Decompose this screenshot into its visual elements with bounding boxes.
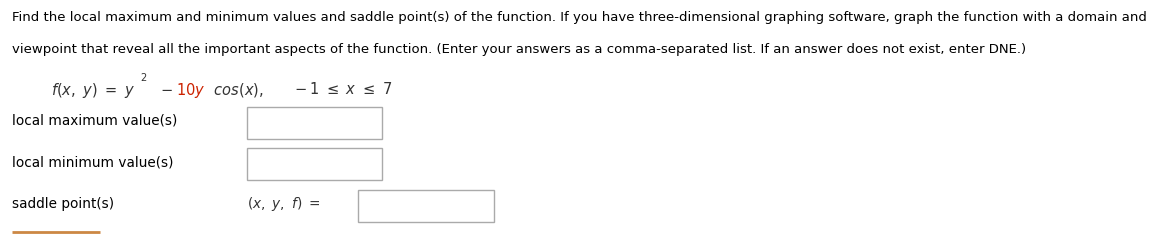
Text: $\mathit{\ -\ }$: $\mathit{\ -\ }$ (153, 81, 173, 96)
Text: $\mathit{(x,\ y,\ f)\ =}$: $\mathit{(x,\ y,\ f)\ =}$ (247, 195, 321, 213)
Text: $\mathit{\ cos(x),}$: $\mathit{\ cos(x),}$ (209, 81, 264, 99)
Text: Find the local maximum and minimum values and saddle point(s) of the function. I: Find the local maximum and minimum value… (12, 11, 1147, 24)
Text: local maximum value(s): local maximum value(s) (12, 114, 177, 128)
Bar (358, 190, 494, 222)
Text: $\mathit{\ \ \ -1\ \leq\ x\ \leq\ 7}$: $\mathit{\ \ \ -1\ \leq\ x\ \leq\ 7}$ (277, 81, 392, 97)
Text: $\mathit{2}$: $\mathit{2}$ (141, 71, 148, 83)
Text: $\mathit{f(x,\ y)\ =\ y}$: $\mathit{f(x,\ y)\ =\ y}$ (51, 81, 135, 100)
Text: $\mathit{10y}$: $\mathit{10y}$ (176, 81, 206, 100)
Text: local minimum value(s): local minimum value(s) (12, 155, 173, 169)
Text: saddle point(s): saddle point(s) (12, 197, 114, 211)
Bar (247, 107, 382, 139)
Text: viewpoint that reveal all the important aspects of the function. (Enter your ans: viewpoint that reveal all the important … (12, 43, 1026, 56)
Bar (247, 148, 382, 180)
